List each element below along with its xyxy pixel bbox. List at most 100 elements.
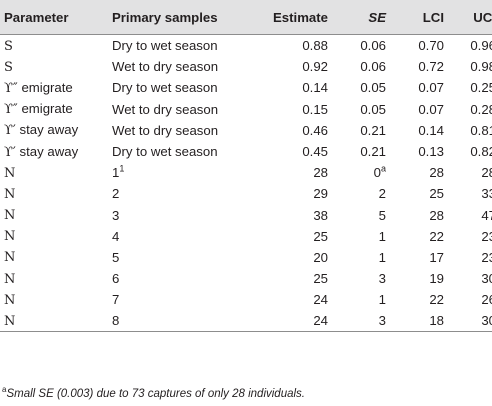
- uci-value: 33: [481, 186, 492, 202]
- primary-samples-cell: 8: [112, 310, 252, 333]
- uci-cell: 0.98: [444, 56, 492, 77]
- estimate-value: 38: [313, 207, 328, 223]
- header-lci: LCI: [386, 0, 444, 35]
- lci-value: 0.07: [418, 101, 444, 117]
- uci-cell: 0.25: [444, 77, 492, 98]
- primary-samples-value: 2: [112, 186, 120, 202]
- footnote-text: Small SE (0.003) due to 73 captures of o…: [6, 388, 305, 400]
- parameter-cell: ϒ″ emigrate: [0, 99, 112, 120]
- estimate-cell: 24: [252, 310, 328, 333]
- primary-samples-cell: Wet to dry season: [112, 56, 252, 77]
- se-value: 1: [378, 292, 386, 308]
- primary-samples-value: Wet to dry season: [112, 101, 219, 117]
- header-estimate: Estimate: [252, 0, 328, 35]
- se-cell: 0.21: [328, 141, 386, 162]
- primary-samples-value: 1: [112, 165, 120, 181]
- lci-cell: 22: [386, 226, 444, 247]
- lci-cell: 0.07: [386, 77, 444, 98]
- lci-cell: 28: [386, 205, 444, 226]
- uci-cell: 23: [444, 226, 492, 247]
- estimate-cell: 29: [252, 183, 328, 204]
- parameter-cell: S: [0, 56, 112, 77]
- primary-samples-cell: Dry to wet season: [112, 77, 252, 98]
- lci-value: 0.07: [418, 80, 444, 96]
- primary-samples-value: 8: [112, 313, 120, 329]
- se-value: 3: [378, 313, 386, 329]
- parameter-symbol: N: [4, 313, 16, 329]
- parameter-symbol: N: [4, 165, 16, 181]
- lci-cell: 0.07: [386, 99, 444, 120]
- primary-samples-value: Wet to dry season: [112, 122, 219, 138]
- se-value: 2: [378, 186, 386, 202]
- table-row: N 3 38 5 28 47: [0, 205, 492, 226]
- primary-samples-value: 4: [112, 228, 120, 244]
- estimate-value: 0.15: [302, 101, 328, 117]
- table-row: ϒ″ emigrate Wet to dry season 0.15 0.05 0.07…: [0, 99, 492, 120]
- lci-cell: 28: [386, 162, 444, 183]
- lci-value: 25: [429, 186, 444, 202]
- parameter-symbol: ϒ″: [4, 80, 18, 96]
- estimate-cell: 38: [252, 205, 328, 226]
- lci-value: 28: [429, 207, 444, 223]
- se-cell: 0.05: [328, 99, 386, 120]
- primary-samples-cell: 2: [112, 183, 252, 204]
- primary-samples-cell: 11: [112, 162, 252, 183]
- parameter-cell: ϒ′ stay away: [0, 141, 112, 162]
- primary-samples-value: 3: [112, 207, 120, 223]
- uci-value: 0.82: [470, 144, 492, 160]
- se-value: 0.05: [360, 101, 386, 117]
- lci-value: 0.72: [418, 59, 444, 75]
- parameter-cell: N: [0, 162, 112, 183]
- uci-cell: 0.81: [444, 120, 492, 141]
- results-table-container: Parameter Primary samples Estimate SE LC…: [0, 0, 492, 333]
- parameter-suffix: stay away: [15, 122, 79, 138]
- estimate-cell: 24: [252, 289, 328, 310]
- uci-cell: 23: [444, 247, 492, 268]
- uci-cell: 30: [444, 310, 492, 333]
- lci-cell: 0.13: [386, 141, 444, 162]
- estimate-cell: 0.46: [252, 120, 328, 141]
- table-body: S Dry to wet season 0.88 0.06 0.70 0.96 S Wet t…: [0, 35, 492, 333]
- se-cell: 0.05: [328, 77, 386, 98]
- parameter-symbol: ϒ′: [4, 123, 16, 139]
- estimate-value: 28: [313, 165, 328, 181]
- estimate-value: 25: [313, 228, 328, 244]
- estimate-value: 29: [313, 186, 328, 202]
- lci-cell: 0.14: [386, 120, 444, 141]
- se-value: 5: [378, 207, 386, 223]
- parameter-cell: ϒ′ stay away: [0, 120, 112, 141]
- primary-samples-cell: Wet to dry season: [112, 99, 252, 120]
- parameter-cell: N: [0, 247, 112, 268]
- header-primary-samples: Primary samples: [112, 0, 252, 35]
- table-row: N 2 29 2 25 33: [0, 183, 492, 204]
- parameter-symbol: N: [4, 229, 16, 245]
- se-value: 0.06: [360, 38, 386, 54]
- table-row: S Wet to dry season 0.92 0.06 0.72 0.98: [0, 56, 492, 77]
- table-row: ϒ″ emigrate Dry to wet season 0.14 0.05 0.07…: [0, 77, 492, 98]
- uci-value: 0.28: [470, 101, 492, 117]
- primary-samples-cell: 7: [112, 289, 252, 310]
- lci-cell: 25: [386, 183, 444, 204]
- parameter-symbol: N: [4, 208, 16, 224]
- uci-cell: 30: [444, 268, 492, 289]
- lci-cell: 19: [386, 268, 444, 289]
- uci-value: 0.81: [470, 122, 492, 138]
- footnote-marker: a: [2, 385, 7, 395]
- primary-samples-value: 5: [112, 249, 120, 265]
- estimate-value: 0.14: [302, 80, 328, 96]
- se-value: 0.21: [360, 122, 386, 138]
- uci-value: 28: [481, 165, 492, 181]
- estimate-value: 0.88: [302, 38, 328, 54]
- se-cell: 0.06: [328, 35, 386, 57]
- lci-value: 0.14: [418, 122, 444, 138]
- header-uci: UCI: [444, 0, 492, 35]
- primary-samples-value: 6: [112, 271, 120, 287]
- table-row: N11280a2828: [0, 162, 492, 183]
- primary-samples-cell: 5: [112, 247, 252, 268]
- table-header: Parameter Primary samples Estimate SE LC…: [0, 0, 492, 35]
- table-row: ϒ′ stay away Dry to wet season 0.45 0.21 0.1…: [0, 141, 492, 162]
- primary-samples-value: Dry to wet season: [112, 144, 218, 160]
- lci-value: 17: [429, 249, 444, 265]
- primary-samples-superscript: 1: [119, 163, 125, 174]
- table-row: N 8 24 3 18 30: [0, 310, 492, 333]
